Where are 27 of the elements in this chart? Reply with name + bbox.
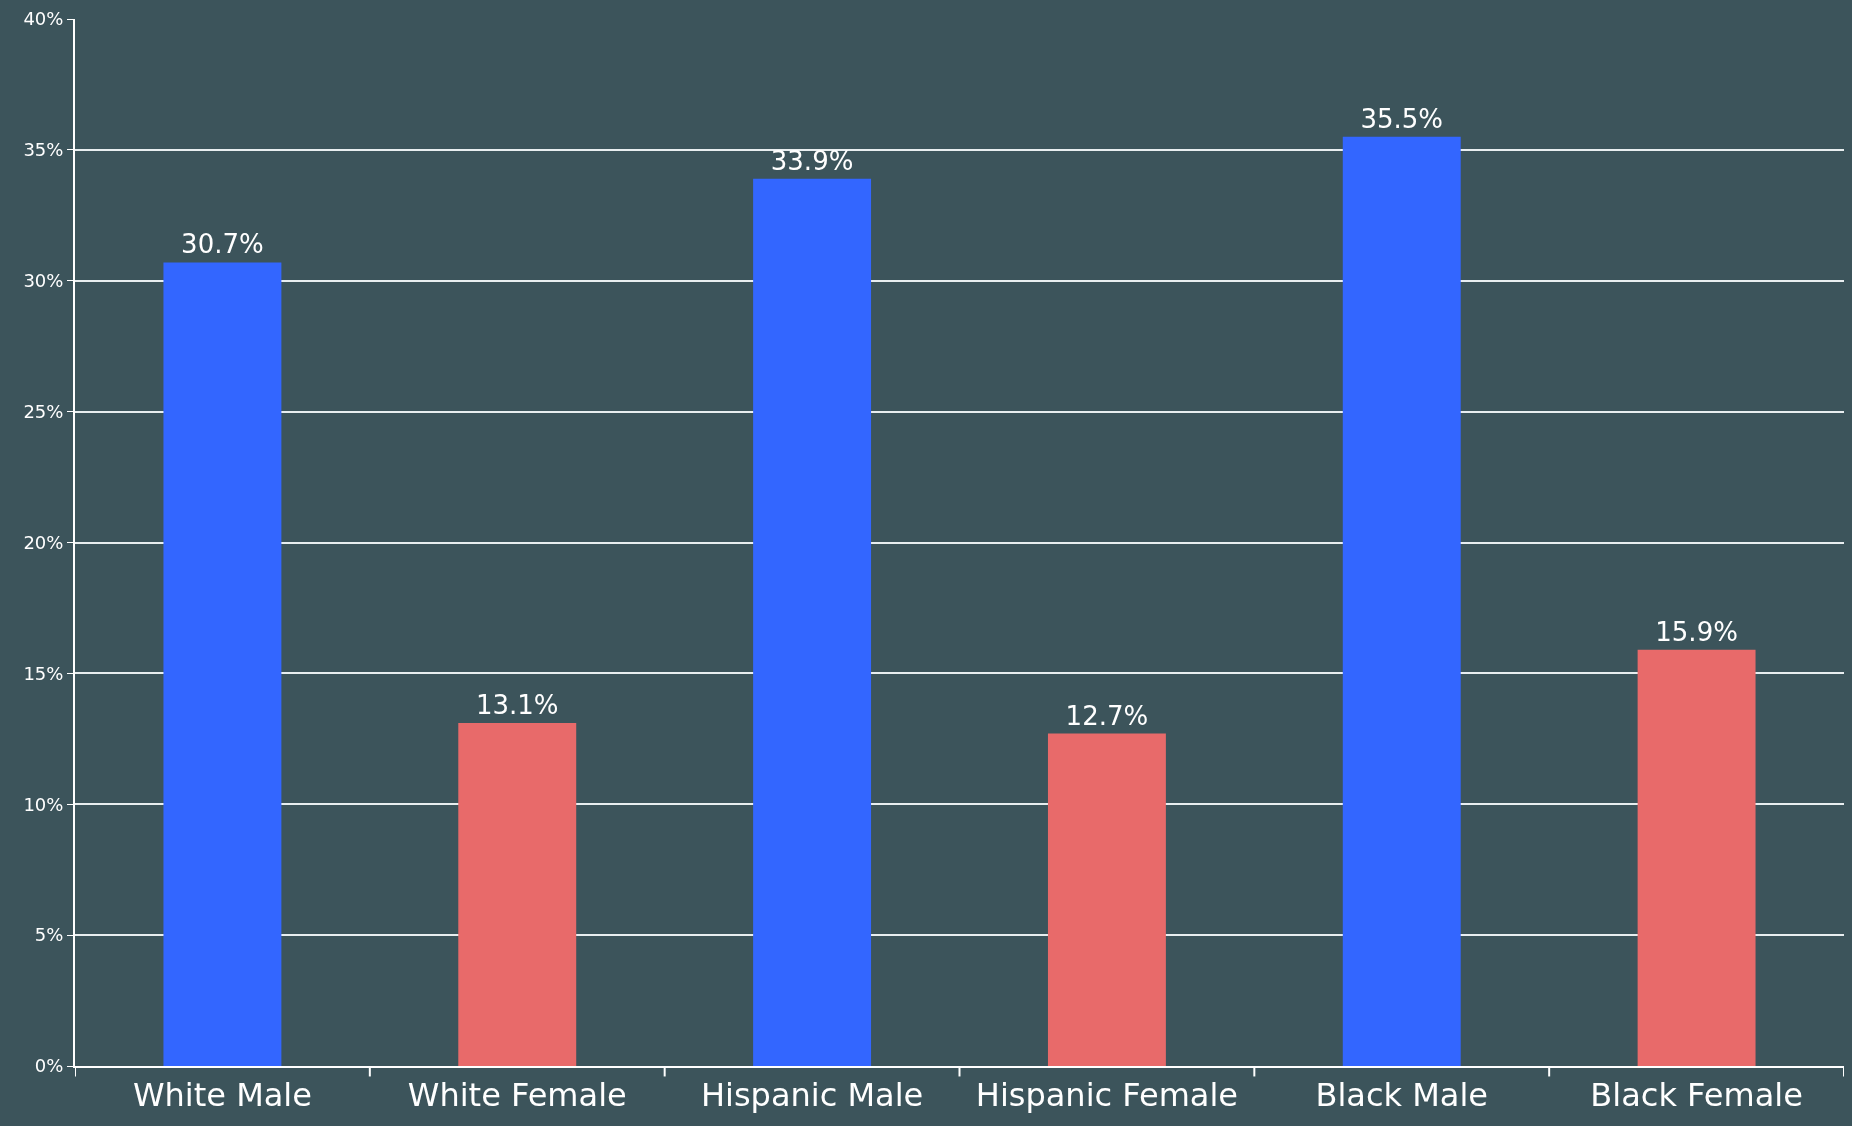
x-tick-label: Black Female <box>1590 1076 1803 1115</box>
data-label: 12.7% <box>1065 700 1149 731</box>
y-tick-label: 15% <box>23 662 64 684</box>
x-tick-label: White Female <box>407 1076 627 1115</box>
bar <box>1637 649 1756 1066</box>
data-label: 13.1% <box>475 690 559 721</box>
y-tick-label: 25% <box>23 400 64 422</box>
bar <box>1047 733 1166 1066</box>
bar <box>1342 136 1461 1066</box>
data-label: 15.9% <box>1655 616 1738 647</box>
x-tick-label: Hispanic Male <box>700 1076 924 1115</box>
y-tick-label: 5% <box>34 924 64 946</box>
x-tick-label: Hispanic Female <box>975 1076 1239 1115</box>
x-tick-label: White Male <box>132 1076 312 1115</box>
y-tick-label: 30% <box>23 270 64 292</box>
x-tick-label: Black Male <box>1315 1076 1489 1115</box>
y-tick-label: 35% <box>23 139 64 161</box>
y-tick-label: 20% <box>23 531 64 553</box>
bar <box>753 178 872 1066</box>
y-tick-label: 40% <box>23 8 64 30</box>
data-label: 30.7% <box>181 229 264 260</box>
data-label: 33.9% <box>770 145 854 176</box>
y-tick-label: 10% <box>23 793 64 815</box>
bar <box>163 262 282 1066</box>
data-label: 35.5% <box>1360 103 1444 134</box>
bar <box>458 723 577 1066</box>
y-tick-label: 0% <box>34 1055 64 1077</box>
